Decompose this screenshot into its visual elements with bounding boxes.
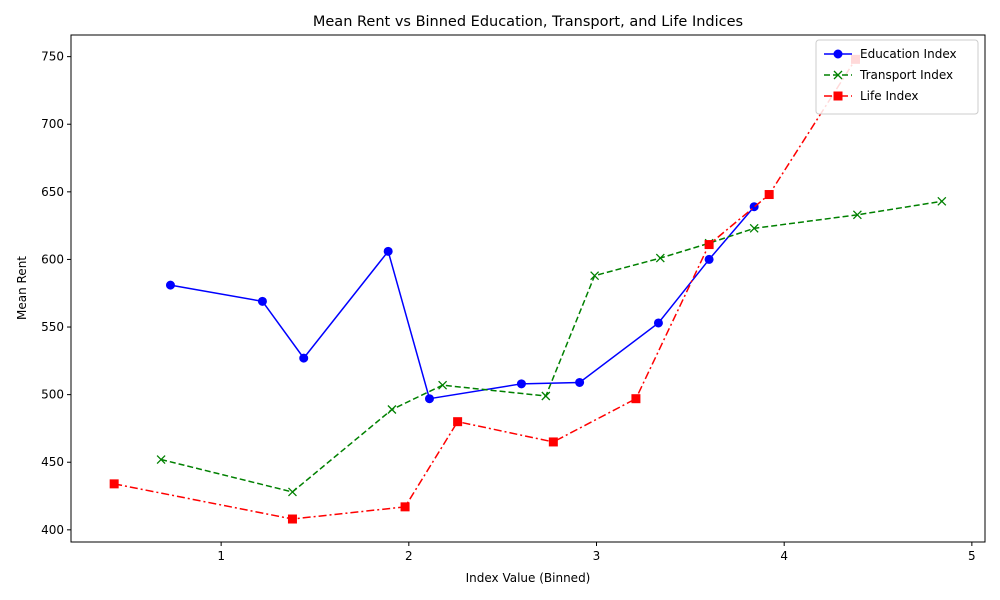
data-point-education-index	[257, 296, 267, 306]
data-point-transport-index	[749, 223, 759, 233]
data-point-life-index	[453, 417, 463, 427]
data-point-transport-index	[655, 253, 665, 263]
y-axis-title: Mean Rent	[15, 256, 29, 320]
x-tick-label: 4	[780, 549, 788, 563]
data-point-life-index	[109, 479, 119, 489]
x-tick-label: 1	[217, 549, 225, 563]
x-tick-label: 5	[968, 549, 976, 563]
legend-marker-transport-index	[833, 70, 843, 80]
x-axis-title: Index Value (Binned)	[466, 571, 591, 585]
y-tick-label: 650	[41, 185, 64, 199]
y-tick-label: 450	[41, 455, 64, 469]
legend-marker-education-index	[833, 49, 843, 59]
y-tick-label: 400	[41, 523, 64, 537]
legend-marker-life-index	[833, 91, 843, 101]
legend: Education Index Transport Index Life Index	[815, 39, 979, 115]
chart-title: Mean Rent vs Binned Education, Transport…	[313, 14, 743, 30]
series-line-transport-index	[160, 200, 942, 493]
y-tick-label: 500	[41, 388, 64, 402]
data-point-transport-index	[541, 391, 551, 401]
data-point-life-index	[631, 394, 641, 404]
data-point-transport-index	[288, 487, 297, 497]
data-point-education-index	[704, 254, 714, 264]
data-point-education-index	[424, 394, 434, 404]
data-point-education-index	[299, 353, 309, 363]
data-point-transport-index	[156, 455, 166, 464]
series-line-education-index	[170, 206, 755, 400]
data-point-life-index	[548, 437, 558, 447]
legend-label-transport-index: Transport Index	[859, 68, 953, 82]
data-point-life-index	[704, 240, 714, 250]
y-tick-label: 550	[41, 320, 64, 334]
legend-label-life-index: Life Index	[860, 89, 918, 103]
data-point-transport-index	[937, 196, 947, 206]
plot-frame	[70, 34, 986, 543]
data-point-life-index	[764, 190, 774, 200]
series-line-life-index	[114, 58, 857, 520]
data-point-education-index	[575, 377, 585, 387]
data-point-education-index	[516, 379, 526, 389]
plot-area: 1 2 3 4 5 400 450 500 550 600 650 700 750	[41, 34, 986, 563]
x-tick-label: 3	[593, 549, 601, 563]
data-point-education-index	[165, 280, 175, 290]
data-point-transport-index	[590, 271, 600, 281]
data-point-education-index	[383, 246, 393, 256]
y-tick-label: 700	[41, 117, 64, 131]
data-point-education-index	[653, 318, 663, 328]
y-tick-label: 750	[41, 50, 64, 64]
legend-box	[815, 39, 979, 115]
legend-label-education-index: Education Index	[860, 47, 957, 61]
data-point-life-index	[400, 502, 410, 512]
x-tick-label: 2	[405, 549, 413, 563]
data-point-transport-index	[438, 380, 448, 390]
data-point-transport-index	[387, 405, 397, 414]
y-tick-label: 600	[41, 252, 64, 266]
data-point-transport-index	[852, 210, 862, 220]
data-point-life-index	[287, 514, 297, 524]
